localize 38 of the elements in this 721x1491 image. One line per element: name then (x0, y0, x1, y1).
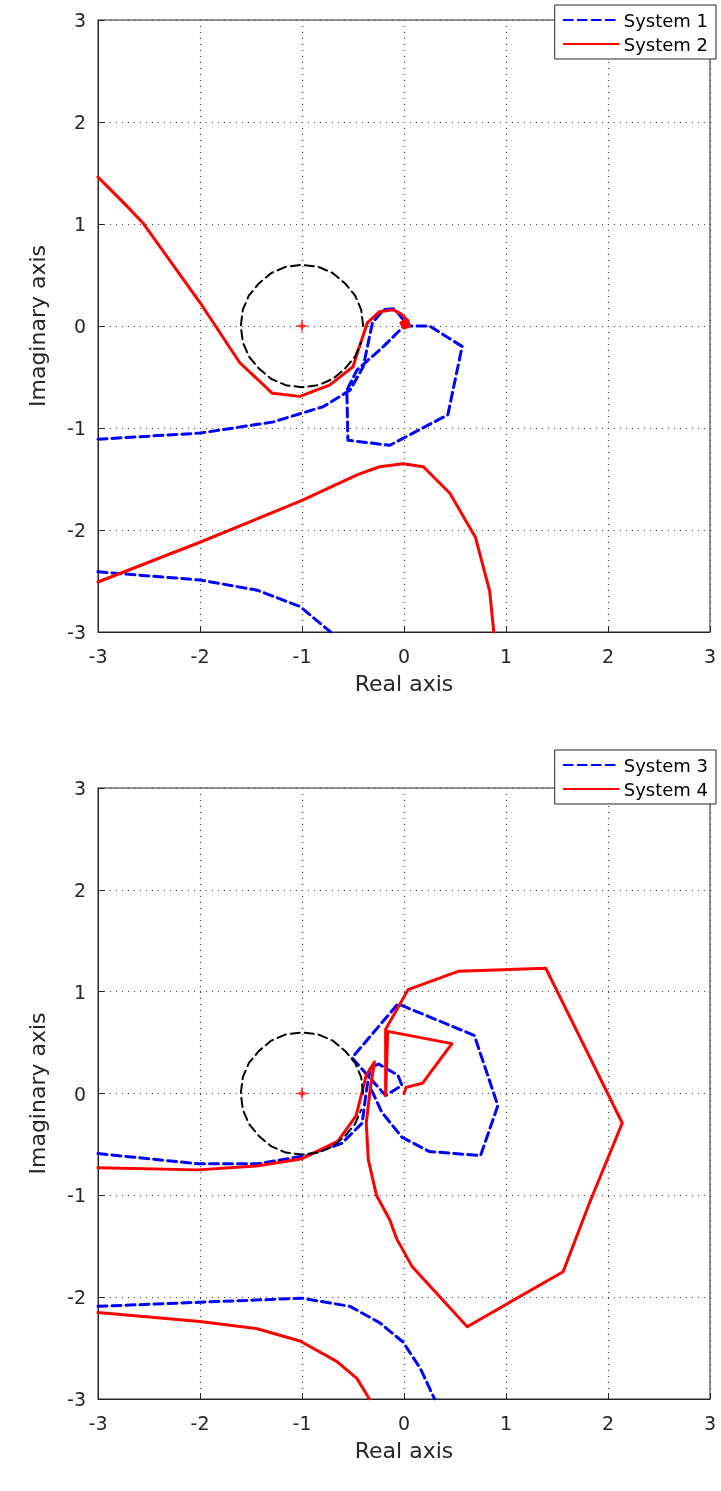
y-tick-label: -3 (67, 1388, 86, 1410)
x-tick-label: -1 (292, 644, 312, 667)
y-axis-title: Imaginary axis (24, 1012, 50, 1175)
y-tick-label: -2 (67, 1286, 86, 1309)
x-tick-label: 1 (499, 1411, 513, 1434)
y-tick-label: 1 (73, 213, 86, 235)
y-tick-label: 3 (73, 777, 86, 799)
x-tick-label: 2 (601, 644, 615, 667)
y-axis-title: Imaginary axis (24, 244, 50, 408)
legend-label: System 4 (623, 778, 708, 800)
x-tick-label: -2 (190, 644, 210, 667)
y-tick-label: 0 (73, 315, 86, 337)
x-tick-label: 3 (703, 644, 717, 667)
x-tick-label: 1 (499, 644, 513, 667)
y-tick-label: 2 (73, 878, 86, 901)
x-axis-title: Real axis (354, 1437, 454, 1463)
y-tick-label: 1 (73, 980, 86, 1003)
x-tick-label: -3 (88, 644, 108, 667)
y-tick-label: -2 (67, 519, 86, 541)
x-tick-label: -3 (88, 1411, 108, 1434)
line-series (239, 263, 365, 389)
line-series (239, 1031, 365, 1156)
y-tick-label: 2 (73, 111, 86, 133)
x-tick-label: -1 (292, 1411, 312, 1434)
y-tick-label: -1 (67, 417, 86, 439)
x-tick-label: 3 (703, 1411, 717, 1434)
legend-label: System 2 (623, 33, 708, 55)
y-tick-label: -3 (67, 621, 86, 643)
x-tick-label: 2 (601, 1411, 615, 1434)
x-axis-title: Real axis (354, 670, 454, 696)
x-tick-label: -2 (190, 1411, 210, 1434)
y-tick-label: -1 (67, 1184, 86, 1207)
y-tick-label: 0 (73, 1082, 86, 1105)
legend-label: System 1 (623, 9, 708, 31)
legend-label: System 3 (623, 754, 708, 776)
y-tick-label: 3 (73, 9, 86, 31)
x-tick-label: 0 (397, 644, 411, 667)
x-tick-label: 0 (397, 1411, 411, 1434)
